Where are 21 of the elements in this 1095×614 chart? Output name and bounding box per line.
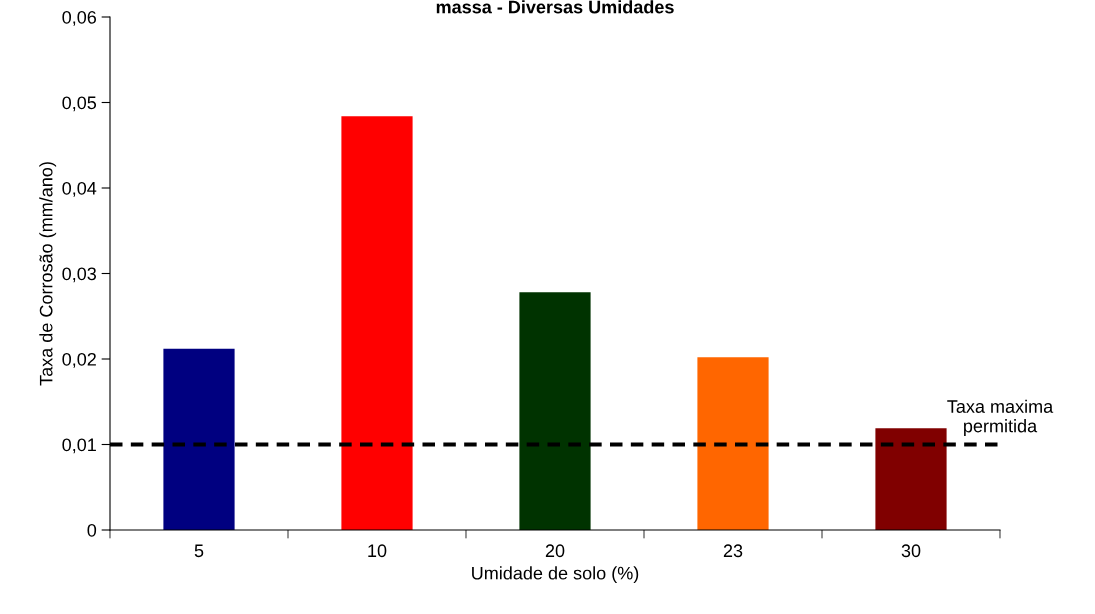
x-axis-title: Umidade de solo (%) xyxy=(472,566,639,584)
y-tick-label: 0,06 xyxy=(62,10,97,26)
x-tick-label: 30 xyxy=(901,544,921,558)
bar xyxy=(341,116,413,530)
y-tick-label: 0,04 xyxy=(62,181,97,197)
chart-title: massa - Diversas Umidades xyxy=(436,0,674,14)
x-tick-label: 5 xyxy=(194,544,204,558)
y-tick-label: 0,03 xyxy=(62,267,97,283)
y-axis-title: Taxa de Corrosão (mm/ano) xyxy=(39,162,57,386)
y-tick-label: 0,01 xyxy=(62,438,96,454)
x-tick-label: 23 xyxy=(723,544,743,558)
bar xyxy=(163,348,235,530)
x-tick-label: 20 xyxy=(545,544,565,558)
ref-line-label: Taxa maxima permitida xyxy=(947,399,1054,436)
bar xyxy=(519,292,591,530)
bar xyxy=(697,357,769,530)
x-tick-label: 10 xyxy=(368,544,387,558)
y-tick-label: 0,02 xyxy=(62,352,96,368)
bar xyxy=(875,428,947,530)
y-tick-label: 0 xyxy=(87,523,97,537)
y-tick-label: 0,05 xyxy=(62,96,97,112)
